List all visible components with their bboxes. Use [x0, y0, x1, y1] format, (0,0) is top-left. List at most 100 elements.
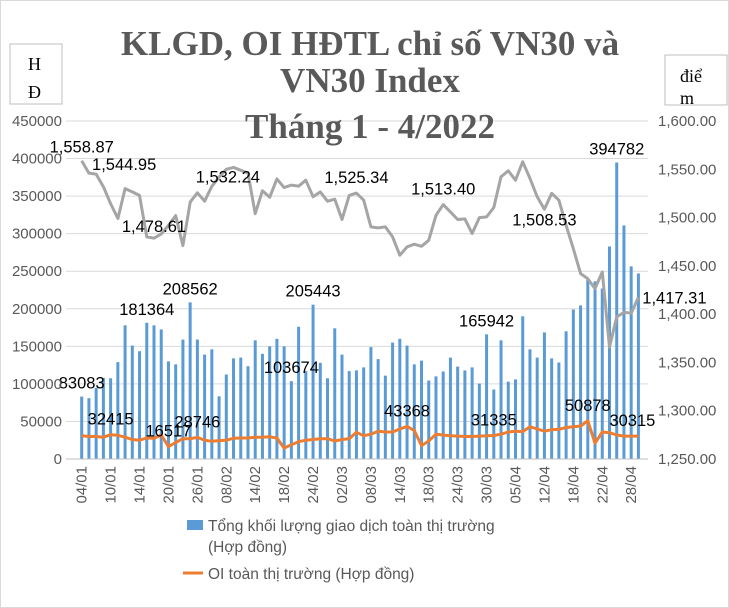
x-tick-label: 02/03 [334, 466, 351, 504]
y-left-tick-label: 150000 [12, 338, 62, 355]
volume-bar [448, 357, 452, 459]
x-tick-label: 24/03 [450, 466, 467, 504]
left-axis-title-line-1: H [28, 54, 41, 74]
volume-bar [521, 316, 525, 459]
volume-bar [383, 375, 387, 459]
volume-bar [629, 266, 633, 459]
volume-bar [203, 354, 207, 459]
volume-bar [636, 273, 640, 459]
volume-bar [260, 353, 264, 459]
volume-bar [210, 349, 214, 459]
legend-oi-label: OI toàn thị trường (Hợp đồng) [208, 566, 414, 583]
y-left-tick-label: 0 [54, 451, 62, 468]
volume-bar [593, 281, 597, 459]
oi-data-label: 31335 [471, 411, 517, 429]
y-left-tick-label: 400000 [12, 151, 62, 168]
vn30-data-label: 1,513.40 [411, 181, 475, 199]
volume-bar [87, 398, 91, 459]
x-tick-label: 18/04 [565, 466, 582, 504]
x-tick-label: 20/01 [160, 466, 177, 504]
volume-bar [615, 162, 619, 459]
volume-bar [268, 346, 272, 459]
y-right-tick-label: 1,600.00 [658, 113, 716, 130]
volume-bar [528, 349, 532, 459]
x-tick-label: 08/02 [218, 466, 235, 504]
oi-line [81, 419, 639, 450]
bar-data-label: 165942 [459, 312, 514, 330]
volume-bar [181, 339, 185, 459]
volume-bar [405, 345, 409, 459]
oi-data-label: 32415 [88, 411, 134, 429]
chart-title-line-2: VN30 Index [280, 61, 460, 100]
volume-bar [557, 362, 561, 459]
left-axis-title-line-2: Đ [28, 82, 41, 102]
volume-bar [571, 309, 575, 459]
volume-bar [275, 338, 279, 459]
y-left-tick-label: 300000 [12, 226, 62, 243]
vn30-data-label: 1,508.53 [512, 211, 576, 229]
x-tick-label: 26/01 [189, 466, 206, 504]
y-right-tick-label: 1,400.00 [658, 306, 716, 323]
volume-bar [188, 302, 192, 459]
volume-bar [138, 351, 142, 459]
x-tick-label: 14/03 [392, 466, 409, 504]
volume-bar [101, 377, 105, 459]
x-tick-label: 18/02 [276, 466, 293, 504]
volume-bar [550, 358, 554, 459]
chart-title-line-3: Tháng 1 - 4/2022 [245, 107, 495, 146]
y-right-tick-label: 1,550.00 [658, 161, 716, 178]
x-tick-label: 14/02 [247, 466, 264, 504]
x-tick-label: 28/04 [623, 466, 640, 504]
y-right-tick-label: 1,500.00 [658, 210, 716, 227]
volume-bar [441, 371, 445, 459]
volume-bar [600, 288, 604, 459]
x-tick-label: 04/01 [74, 466, 91, 504]
volume-bar [217, 396, 221, 459]
y-right-tick-label: 1,300.00 [658, 403, 716, 420]
bar-data-label: 394782 [589, 140, 644, 158]
volume-bar [318, 362, 322, 459]
vn30-data-label: 1,478.61 [122, 218, 186, 236]
volume-bar [622, 225, 626, 459]
volume-bar [347, 371, 351, 459]
volume-bar [420, 360, 424, 459]
volume-bar [492, 389, 496, 459]
volume-bar [427, 380, 431, 459]
y-left-tick-label: 200000 [12, 301, 62, 318]
volume-bar [391, 342, 395, 459]
vn30-data-label: 1,417.31 [642, 289, 706, 307]
volume-bar [354, 370, 358, 459]
y-right-tick-label: 1,350.00 [658, 354, 716, 371]
oi-data-label: 28746 [174, 413, 220, 431]
volume-bar [506, 381, 510, 459]
x-tick-label: 22/04 [594, 466, 611, 504]
volume-bar [224, 374, 228, 459]
volume-bar [289, 381, 293, 459]
volume-bar [282, 346, 286, 459]
oi-data-label: 16517 [146, 423, 192, 441]
y-left-tick-label: 50000 [20, 413, 62, 430]
volume-bar [116, 362, 120, 459]
right-axis-title-line-2: m [680, 88, 694, 108]
right-axis-title-line-1: điể [680, 66, 702, 86]
volume-bar [304, 371, 308, 459]
y-right-tick-label: 1,450.00 [658, 258, 716, 275]
volume-bar [152, 325, 156, 459]
volume-bar [535, 357, 539, 459]
bar-data-label: 103674 [264, 359, 319, 377]
right-axis-title-box [664, 54, 728, 106]
volume-bar [456, 366, 460, 459]
volume-bar [376, 359, 380, 459]
y-left-tick-label: 100000 [12, 376, 62, 393]
volume-bar [542, 332, 546, 459]
legend-bar-label-2: (Hợp đồng) [208, 539, 287, 556]
volume-bar [232, 358, 236, 459]
legend-bar-label-1: Tổng khối lượng giao dịch toàn thị trườn… [208, 518, 495, 535]
bar-data-label: 83083 [59, 375, 105, 393]
vn30-data-label: 1,525.34 [324, 169, 388, 187]
volume-bar [398, 338, 402, 459]
chart-title-line-1: KLGD, OI HĐTL chỉ số VN30 và [121, 24, 619, 63]
volume-bar [94, 387, 98, 459]
